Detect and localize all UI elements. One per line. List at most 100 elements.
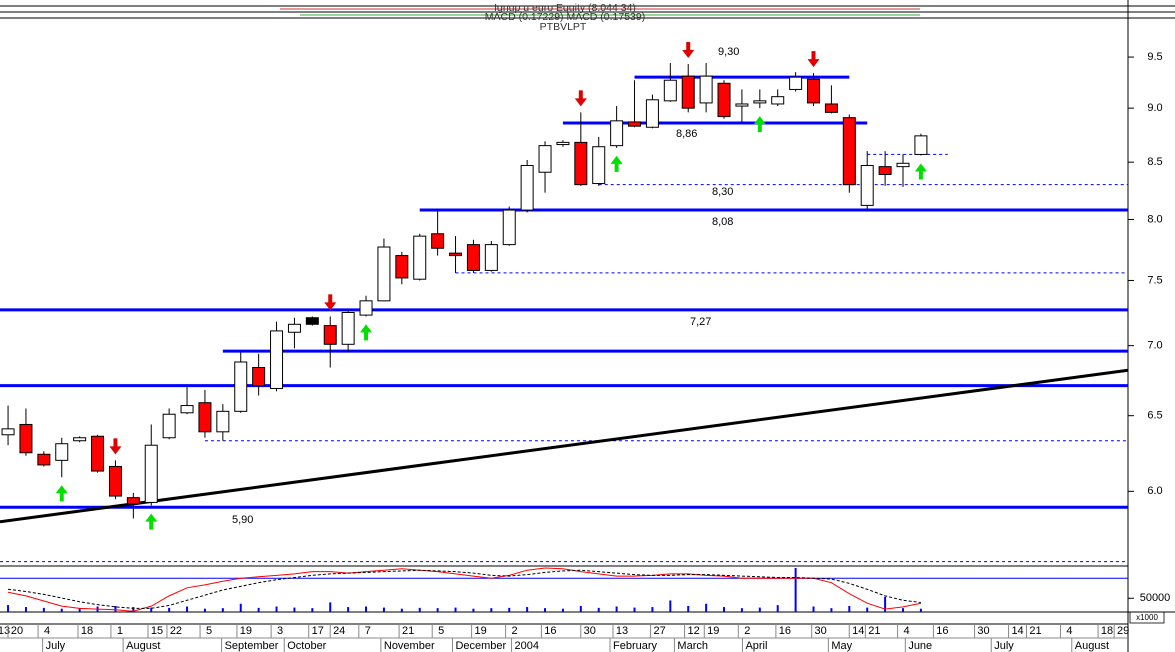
candle-body [144,444,158,503]
candle-body [198,402,212,433]
volume-bar [454,607,457,612]
candle-body [860,165,874,206]
candle-body [592,146,606,185]
month-label: July [994,640,1014,652]
candle-body [395,255,409,279]
candle-body [413,235,427,280]
candle-body [162,413,176,439]
x-tick-label: 16 [936,625,948,637]
x-tick-label: 2 [512,625,518,637]
x-tick-label: 12 [687,625,699,637]
volume-bar [669,600,672,612]
volume-bar [508,607,511,612]
x-tick-label: 20 [11,625,23,637]
candle-body [502,209,516,246]
x-tick-label: 14 [852,625,864,637]
x-tick-label: 16 [779,625,791,637]
x-tick-label: 21 [1029,625,1041,637]
y-tick-label: 8.0 [1147,213,1162,225]
x-tick-label: 14 [1011,625,1023,637]
level-label: 8,86 [676,128,697,140]
volume-bar [7,605,10,612]
chart-subtitle: MACD (0.17229) MACD (0.17539) [485,11,645,23]
x-tick-label: 30 [584,625,596,637]
volume-bar [186,606,189,612]
volume-bar [812,606,815,612]
volume-bar [221,608,224,612]
volume-bar [132,607,135,612]
candle-body [878,166,892,175]
volume-bar [382,607,385,612]
candle-body [771,96,785,105]
candle-body [126,497,140,505]
volume-bar [651,607,654,612]
volume-bar [239,603,242,612]
x-tick-label: 19 [474,625,486,637]
volume-bar [203,608,206,612]
x-tick-label: 3 [277,625,283,637]
volume-bar [526,607,529,612]
macd-line [7,569,921,609]
candle-body [91,435,105,472]
month-label: October [287,640,326,652]
candle-body [466,244,480,271]
x-tick-label: 1 [117,625,123,637]
volume-bar [24,607,27,612]
month-label: May [831,640,852,652]
volume-bar [561,608,564,612]
x-tick-label: 21 [868,625,880,637]
candle-body [216,410,230,433]
month-label: August [126,640,160,652]
candle-body [681,75,695,109]
level-label: 8,30 [712,186,733,198]
volume-bar [365,606,368,612]
candle-body [914,135,928,155]
candle-body [377,246,391,302]
candle-body [896,162,910,168]
volume-bar [60,608,63,612]
x-tick-label: 5 [206,625,212,637]
candle-body [323,325,337,345]
candle-body [717,82,731,118]
volume-bar [884,596,887,612]
sell-arrow [682,42,695,59]
candle-body [789,76,803,90]
candle-body [234,361,248,412]
candle-body [252,367,266,387]
candle-body [824,103,838,113]
sell-arrow [574,90,587,107]
y-tick-label: 6.5 [1147,410,1162,422]
x-tick-label: 24 [333,625,345,637]
volume-bar [150,607,153,612]
candle-body [341,311,355,345]
volume-bar [311,608,314,612]
candle-body [449,252,463,257]
x-tick-label: 18 [81,625,93,637]
x-tick-label: 30 [815,625,827,637]
candle-body [574,141,588,186]
x-tick-label: 4 [904,625,910,637]
buy-arrow [610,155,623,172]
candle-body [359,300,373,316]
candle-body [699,75,713,104]
volume-bar [830,608,833,612]
buy-arrow [753,116,766,133]
x-tick-label: 16 [544,625,556,637]
chart-title: Ignup u euro Equity (8.044 34) [494,2,636,14]
x-tick-label: 7 [365,625,371,637]
x-tick-label: 2 [744,625,750,637]
volume-unit: x1000 [1136,613,1158,622]
month-label: February [613,640,658,652]
candle-body [37,453,51,466]
month-label: July [46,640,66,652]
month-label: April [745,640,767,652]
volume-bar [400,608,403,612]
y-tick-label: 9.0 [1147,102,1162,114]
volume-bar [347,607,350,612]
volume-bar [597,607,600,612]
volume-bar [329,602,332,612]
volume-bar [705,603,708,612]
